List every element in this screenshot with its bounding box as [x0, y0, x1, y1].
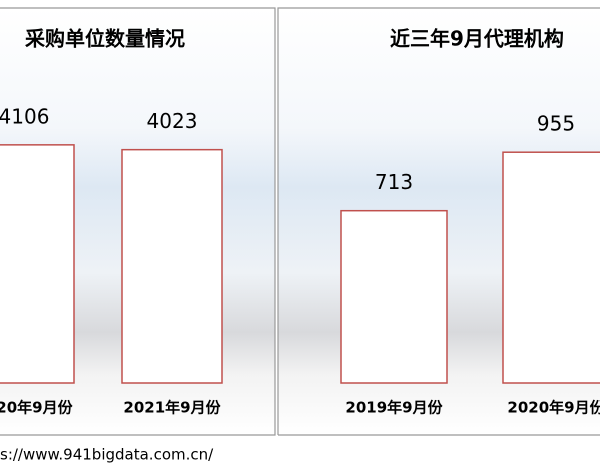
x-tick-label: 2019年9月份	[345, 399, 443, 417]
x-tick-label: 2020年9月份	[507, 399, 600, 417]
value-label: 4023	[147, 109, 198, 133]
chart-left: 采购单位数量情况 4106 2020年9月份 4023 2021年9月份	[0, 27, 223, 417]
x-tick-label: 2021年9月份	[123, 399, 221, 417]
value-label: 4106	[0, 104, 49, 128]
bar	[340, 209, 448, 384]
bar	[121, 148, 223, 384]
bar	[502, 151, 600, 384]
bar	[0, 144, 75, 384]
value-label: 955	[537, 112, 575, 136]
panel-frame	[0, 7, 600, 436]
footer-url: s://www.941bigdata.com.cn/	[0, 446, 214, 464]
chart-title: 近三年9月代理机构	[390, 27, 564, 51]
chart-title: 采购单位数量情况	[25, 27, 185, 51]
value-label: 713	[375, 170, 413, 194]
x-tick-label: 2020年9月份	[0, 399, 74, 417]
chart-right: 近三年9月代理机构 713 2019年9月份 955 2020年9月份	[340, 27, 600, 417]
